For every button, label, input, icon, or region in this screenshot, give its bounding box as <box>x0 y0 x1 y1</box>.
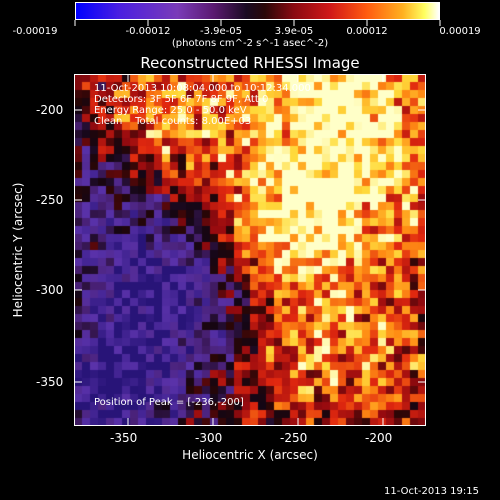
colorbar-tick-label: -3.9e-05 <box>200 26 242 37</box>
colorbar-tick-label: -0.00019 <box>12 26 58 37</box>
colorbar <box>75 2 440 20</box>
colorbar-ticks <box>74 20 441 26</box>
image-title: Reconstructed RHESSI Image <box>140 54 360 72</box>
colorbar-tick-label: 3.9e-05 <box>274 26 314 37</box>
colorbar-tick-label: -0.00012 <box>125 26 171 37</box>
colorbar-tick-label: 0.00012 <box>346 26 388 37</box>
peak-position: Position of Peak = [-236,-200] <box>94 397 244 408</box>
y-tick-label: -300 <box>36 283 64 297</box>
y-axis-label: Heliocentric Y (arcsec) <box>11 182 25 318</box>
y-tick-label: -200 <box>36 103 64 117</box>
info-line: Clean Total counts: 8.00E+03 <box>94 116 252 127</box>
colorbar-tick-label: 0.00019 <box>439 26 481 37</box>
x-tick-label: -350 <box>110 431 138 445</box>
colorbar-gradient <box>75 2 440 20</box>
x-axis-label: Heliocentric X (arcsec) <box>182 448 318 462</box>
y-tick-label: -250 <box>36 193 64 207</box>
info-line: 11-Oct-2013 10:08:04.000 to 10:12:34.000 <box>94 83 311 94</box>
rhessi-image <box>74 74 426 426</box>
x-tick-label: -250 <box>280 431 308 445</box>
image-border <box>74 74 426 426</box>
timestamp: 11-Oct-2013 19:15 <box>384 486 479 497</box>
x-tick-label: -200 <box>365 431 393 445</box>
info-line: Detectors: 3F 5F 6F 7F 8F 9F, Att 0 <box>94 94 269 105</box>
x-tick-label: -300 <box>195 431 223 445</box>
colorbar-units: (photons cm^-2 s^-1 asec^-2) <box>171 38 329 49</box>
y-tick-label: -350 <box>36 375 64 389</box>
info-line: Energy Range: 25.0 - 50.0 keV <box>94 105 247 116</box>
